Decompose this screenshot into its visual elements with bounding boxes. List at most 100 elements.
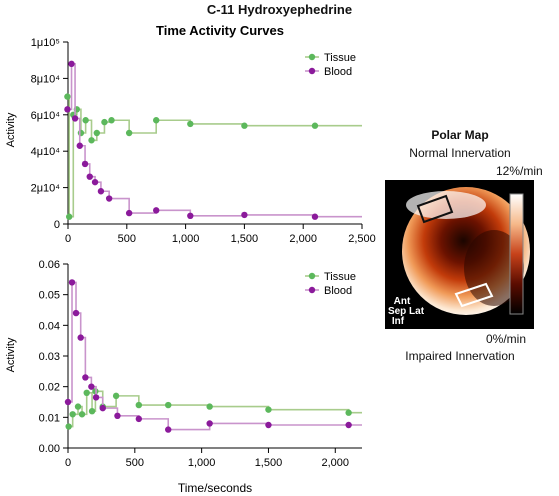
data-point-blood bbox=[77, 334, 84, 341]
data-point-blood bbox=[72, 309, 80, 317]
y-tick-label: 0.05 bbox=[39, 290, 60, 302]
y-tick-label: 0 bbox=[54, 219, 60, 231]
x-tick-label: 1,500 bbox=[255, 457, 283, 469]
data-point-blood bbox=[135, 415, 143, 423]
legend-label-tissue: Tissue bbox=[324, 52, 356, 64]
data-point-blood bbox=[165, 426, 172, 433]
data-point-tissue bbox=[74, 403, 82, 410]
data-point-blood bbox=[105, 195, 113, 202]
data-point-blood bbox=[345, 421, 352, 429]
data-point-blood bbox=[76, 142, 83, 149]
data-point-tissue bbox=[345, 409, 352, 416]
data-point-tissue bbox=[65, 213, 73, 220]
data-point-blood bbox=[187, 212, 194, 220]
polar-map: Ant Sep Lat Inf bbox=[385, 180, 534, 329]
legend-label-blood: Blood bbox=[324, 66, 352, 78]
chart-top-legend: Tissue Blood bbox=[305, 52, 356, 78]
data-point-tissue bbox=[165, 401, 172, 409]
data-point-blood bbox=[64, 106, 71, 113]
data-point-blood bbox=[81, 160, 89, 168]
data-point-blood bbox=[71, 115, 79, 122]
data-point-tissue bbox=[77, 129, 85, 137]
chart-bottom-xlabel: Time/seconds bbox=[178, 481, 252, 495]
data-point-blood bbox=[68, 60, 75, 68]
legend-swatch-marker bbox=[308, 286, 316, 294]
legend-swatch-marker bbox=[308, 272, 316, 280]
polar-label-sep-lat: Sep Lat bbox=[388, 306, 425, 317]
chart-top-ylabel: Activity bbox=[5, 112, 17, 147]
data-point-blood bbox=[97, 188, 105, 195]
chart-top-title: Time Activity Curves bbox=[156, 23, 284, 38]
data-point-tissue bbox=[64, 93, 71, 100]
polar-label-ant: Ant bbox=[394, 296, 411, 307]
y-tick-label: 0.00 bbox=[39, 443, 60, 455]
figure-title: C-11 Hydroxyephedrine bbox=[206, 2, 353, 17]
chart-bottom-axes: 0.00 0.01 0.02 0.03 0.04 0.05 0.06 0 500 1,000 1,5… bbox=[39, 259, 362, 469]
y-tick-label: 1μ10⁵ bbox=[31, 37, 60, 49]
y-tick-label: 0.04 bbox=[39, 320, 60, 332]
polar-label-inf: Inf bbox=[392, 316, 405, 327]
legend-swatch-marker bbox=[308, 53, 316, 61]
data-point-tissue bbox=[69, 411, 76, 418]
data-point-blood bbox=[68, 279, 76, 286]
y-tick-label: 6μ10⁴ bbox=[31, 110, 61, 122]
data-point-tissue bbox=[125, 129, 133, 137]
x-tick-label: 0 bbox=[65, 233, 71, 245]
data-point-blood bbox=[265, 421, 272, 429]
x-tick-label: 2,000 bbox=[322, 457, 350, 469]
x-tick-label: 500 bbox=[118, 233, 136, 245]
x-tick-label: 0 bbox=[65, 457, 71, 469]
polar-scale-max: 12%/min bbox=[496, 164, 543, 178]
data-point-tissue bbox=[88, 137, 95, 144]
legend-label-blood: Blood bbox=[324, 285, 352, 297]
chart-top: Time Activity Curves Activity 0 2μ10⁴ 4μ10… bbox=[5, 23, 376, 245]
chart-bottom: Activity Time/seconds 0.000.010.020.030.… bbox=[5, 259, 362, 495]
polar-roi-upper bbox=[416, 194, 454, 224]
data-point-blood bbox=[114, 412, 121, 419]
x-tick-label: 1,000 bbox=[188, 457, 216, 469]
chart-top-series bbox=[64, 60, 362, 220]
x-tick-label: 500 bbox=[126, 457, 144, 469]
legend-label-tissue: Tissue bbox=[324, 271, 356, 283]
series-line-blood bbox=[67, 63, 362, 218]
data-point-blood bbox=[64, 398, 72, 406]
data-point-tissue bbox=[153, 117, 160, 124]
x-tick-label: 2,000 bbox=[289, 233, 317, 245]
data-point-blood bbox=[86, 173, 93, 180]
data-point-tissue bbox=[135, 401, 143, 409]
data-point-tissue bbox=[108, 117, 115, 124]
x-tick-label: 1,500 bbox=[231, 233, 259, 245]
data-point-tissue bbox=[265, 406, 272, 413]
polar-roi-lower bbox=[454, 282, 494, 308]
data-point-tissue bbox=[88, 408, 96, 415]
data-point-tissue bbox=[187, 120, 194, 128]
data-point-tissue bbox=[93, 129, 101, 137]
y-tick-label: 0.06 bbox=[39, 259, 60, 271]
data-point-tissue bbox=[78, 411, 86, 418]
data-point-blood bbox=[206, 420, 213, 427]
chart-bottom-legend: Tissue Blood bbox=[305, 271, 356, 297]
data-point-blood bbox=[241, 211, 248, 219]
data-point-blood bbox=[125, 209, 133, 217]
data-point-tissue bbox=[65, 423, 72, 430]
series-line-blood bbox=[68, 281, 362, 431]
y-tick-label: 0.02 bbox=[39, 382, 60, 394]
data-point-blood bbox=[92, 394, 100, 401]
legend-swatch-marker bbox=[308, 67, 316, 75]
polar-scale-min: 0%/min bbox=[486, 332, 527, 346]
y-tick-label: 8μ10⁴ bbox=[31, 73, 61, 85]
polar-subtitle-normal: Normal Innervation bbox=[409, 146, 511, 160]
chart-top-axes: 0 2μ10⁴ 4μ10⁴ 6μ10⁴ 8μ10⁴ 1μ10⁵ 0 500 1,000 1,500… bbox=[31, 37, 376, 245]
data-point-tissue bbox=[83, 389, 90, 396]
data-point-tissue bbox=[112, 392, 120, 400]
polar-map-title: Polar Map bbox=[431, 128, 489, 142]
data-point-tissue bbox=[101, 118, 108, 126]
data-point-tissue bbox=[82, 117, 89, 124]
data-point-blood bbox=[99, 404, 106, 412]
data-point-tissue bbox=[311, 122, 319, 129]
data-point-blood bbox=[91, 178, 99, 186]
data-point-blood bbox=[88, 383, 95, 390]
data-point-tissue bbox=[206, 403, 213, 410]
chart-bottom-series bbox=[64, 279, 362, 433]
